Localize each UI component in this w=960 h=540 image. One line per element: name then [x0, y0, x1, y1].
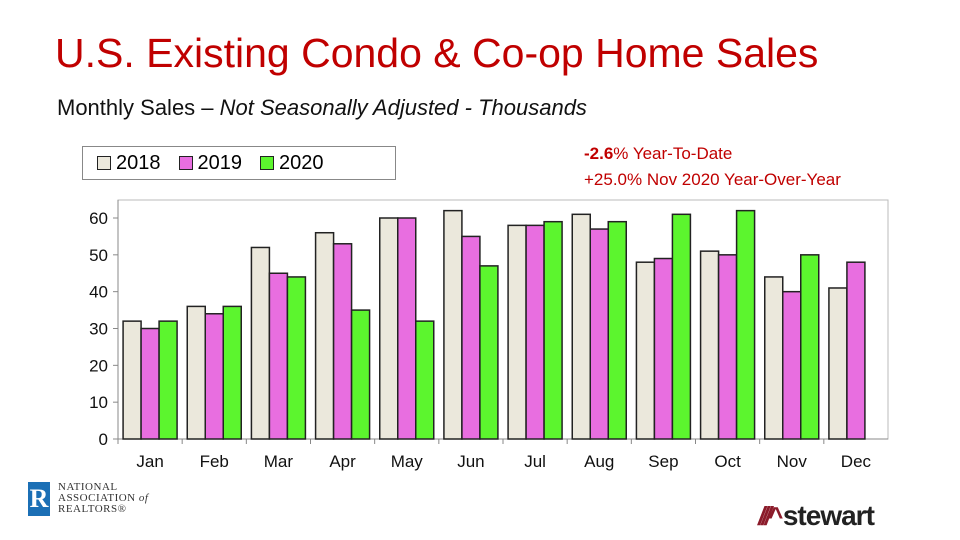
- bar-2018-Mar: [250, 246, 271, 440]
- y-tick-label: 40: [89, 283, 108, 302]
- legend-swatch: [178, 156, 193, 170]
- bar-2018-Feb: [186, 305, 206, 440]
- legend-swatch: [260, 156, 274, 170]
- ytd-value: -2.6: [584, 144, 614, 163]
- x-tick-label: Nov: [777, 452, 808, 471]
- bar-2019-Jun: [461, 235, 481, 440]
- legend-label: 2018: [116, 151, 161, 174]
- chart-legend: 2018 2019 2020: [82, 146, 396, 180]
- bar-2020-Jan: [158, 320, 178, 440]
- bar-2020-Oct: [735, 209, 756, 440]
- x-tick-label: Jul: [524, 452, 546, 471]
- x-tick-label: Apr: [329, 452, 356, 471]
- y-tick-label: 60: [89, 209, 108, 228]
- bar-2019-Aug: [589, 228, 609, 440]
- bar-2019-Nov: [782, 290, 802, 440]
- bar-2020-Aug: [607, 220, 627, 440]
- page-title: U.S. Existing Condo & Co-op Home Sales: [55, 30, 819, 76]
- x-tick-label: Dec: [841, 452, 872, 471]
- y-tick-label: 0: [99, 430, 108, 449]
- bar-2020-Feb: [222, 305, 242, 440]
- legend-label: 2020: [279, 151, 324, 174]
- x-tick-label: May: [391, 452, 424, 471]
- bar-2018-Nov: [764, 276, 784, 440]
- subtitle: Monthly Sales – Not Seasonally Adjusted …: [57, 95, 587, 121]
- bar-2019-Oct: [717, 254, 738, 440]
- bar-2020-Nov: [800, 254, 820, 440]
- subtitle-italic: Not Seasonally Adjusted - Thousands: [219, 95, 587, 120]
- bar-2019-May: [397, 217, 417, 440]
- realtor-r-icon: R: [28, 482, 50, 516]
- stewart-wordmark: stewart: [782, 500, 875, 531]
- legend-label: 2019: [197, 151, 243, 174]
- bar-2019-Jan: [140, 327, 160, 440]
- yoy-annotation: +25.0% Nov 2020 Year-Over-Year: [584, 170, 841, 189]
- stewart-stripes-icon: ///^: [758, 500, 783, 531]
- annotations: -2.6% Year-To-Date +25.0% Nov 2020 Year-…: [584, 141, 841, 193]
- bar-2019-Mar: [268, 272, 289, 440]
- y-tick-label: 10: [89, 393, 108, 412]
- x-tick-label: Jun: [457, 452, 484, 471]
- ytd-text: % Year-To-Date: [613, 144, 733, 163]
- legend-item-2018: 2018: [97, 152, 161, 175]
- bar-2019-Dec: [846, 261, 866, 440]
- bar-2018-Oct: [699, 250, 720, 440]
- bar-2020-Jul: [543, 220, 563, 440]
- bar-2018-Dec: [828, 287, 848, 440]
- bar-2019-Feb: [204, 313, 224, 440]
- bar-2018-Apr: [314, 231, 335, 440]
- bar-2018-Aug: [571, 213, 591, 440]
- bar-2018-Jul: [507, 224, 527, 440]
- subtitle-plain: Monthly Sales –: [57, 95, 220, 120]
- bar-2018-Jan: [122, 320, 142, 440]
- y-tick-label: 30: [89, 320, 108, 339]
- legend-item-2019: 2019: [178, 151, 243, 175]
- bar-2020-Mar: [286, 276, 307, 440]
- y-tick-label: 50: [89, 246, 108, 265]
- x-tick-label: Sep: [648, 452, 678, 471]
- bar-2020-Apr: [350, 309, 371, 440]
- x-tick-label: Mar: [264, 452, 294, 471]
- x-tick-label: Oct: [714, 452, 741, 471]
- bar-2019-Sep: [653, 257, 674, 440]
- x-tick-label: Aug: [584, 452, 614, 471]
- bar-2019-Apr: [332, 243, 353, 440]
- stewart-logo: ///^ stewart: [758, 500, 875, 532]
- bar-2020-Sep: [671, 213, 692, 440]
- y-tick-label: 20: [89, 356, 108, 375]
- nar-logo: R NATIONAL ASSOCIATION of REALTORS®: [28, 482, 148, 516]
- nar-logo-text: NATIONAL ASSOCIATION of REALTORS®: [58, 481, 149, 515]
- ytd-annotation: -2.6% Year-To-Date: [584, 141, 841, 167]
- bar-2018-Sep: [635, 261, 656, 440]
- bar-2019-Jul: [525, 224, 545, 440]
- bar-2018-May: [379, 217, 399, 440]
- bar-2018-Jun: [443, 209, 463, 440]
- bar-2020-Jun: [479, 265, 499, 440]
- x-tick-label: Jan: [136, 452, 163, 471]
- legend-swatch: [97, 156, 111, 170]
- bar-2020-May: [415, 320, 435, 440]
- legend-item-2020: 2020: [260, 152, 324, 175]
- x-tick-label: Feb: [200, 452, 229, 471]
